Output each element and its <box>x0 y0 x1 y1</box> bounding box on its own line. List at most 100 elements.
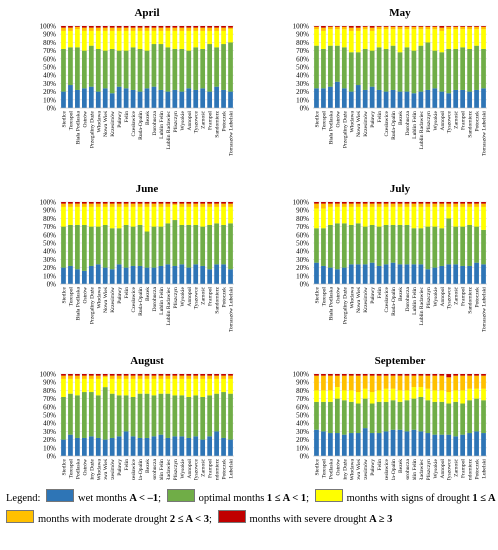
bar-segment <box>362 206 368 227</box>
bar-segment <box>186 224 192 268</box>
x-tick-label: Włodawa <box>96 110 102 132</box>
legend-line-1: Legend: wet months A < –1; optimal month… <box>6 488 498 509</box>
y-tick-label: 30% <box>296 80 309 88</box>
bar-segment <box>314 202 319 204</box>
x-tick-label: Wysokie <box>180 458 186 478</box>
bar-segment <box>334 203 340 207</box>
y-tick-label: 100% <box>40 199 57 207</box>
bar-segment <box>179 375 185 379</box>
x-tick-label: Lublin Radawiec <box>166 458 172 480</box>
bar-segment <box>144 267 150 284</box>
bar-segment <box>144 88 150 108</box>
bar-segment <box>221 264 226 284</box>
bar-segment <box>214 86 219 108</box>
bar-segment <box>481 206 486 230</box>
bar-segment <box>123 206 129 225</box>
bar-segment <box>151 203 157 207</box>
bar-segment <box>383 48 389 92</box>
x-tick-label: Nowa Wieś <box>356 287 362 313</box>
bar-segment <box>75 206 80 225</box>
bar-segment <box>467 374 472 376</box>
x-tick-label: Puławy <box>370 111 376 128</box>
bar-segment <box>200 375 206 379</box>
bar-segment <box>88 86 94 108</box>
bar-segment <box>453 206 459 227</box>
bar-segment <box>75 26 80 30</box>
x-tick-label: Czesławice <box>384 458 390 480</box>
y-tick-label: 70% <box>296 395 309 403</box>
x-tick-label: Włodawa <box>349 110 355 132</box>
y-tick-label: 80% <box>296 215 309 223</box>
bar-segment <box>102 377 108 388</box>
bar-segment <box>172 205 178 221</box>
bar-segment <box>172 436 178 456</box>
bar-segment <box>102 26 108 28</box>
bar-segment <box>411 387 417 399</box>
bar-segment <box>321 390 326 402</box>
bar-segment <box>453 89 459 108</box>
bar-segment <box>376 206 382 227</box>
bar-segment <box>453 26 459 27</box>
bar-segment <box>474 431 479 456</box>
bar-segment <box>481 26 486 30</box>
bar-segment <box>123 26 129 28</box>
y-tick-label: 10% <box>43 96 56 104</box>
bar-segment <box>411 429 417 456</box>
bar-segment <box>390 203 396 207</box>
x-tick-label: Krzesimów <box>110 110 116 137</box>
bar-segment <box>432 88 438 108</box>
bar-segment <box>61 91 66 108</box>
bar-segment <box>207 224 213 270</box>
bar-segment <box>376 265 382 284</box>
bar-segment <box>144 374 150 376</box>
bar-segment <box>68 224 73 266</box>
bar-segment <box>68 265 73 284</box>
bar-segment <box>102 224 108 268</box>
y-tick-label: 90% <box>296 31 309 39</box>
bar-segment <box>68 85 73 108</box>
x-tick-label: Potoczek <box>222 459 228 480</box>
bar-segment <box>88 226 94 266</box>
bar-segment <box>334 29 340 46</box>
x-tick-label: Felin <box>124 459 130 471</box>
bar-segment <box>439 375 445 391</box>
bar-segment <box>221 26 226 28</box>
bar-segment <box>228 378 233 394</box>
bar-segment <box>411 228 417 265</box>
bar-segment <box>61 202 66 204</box>
bar-segment <box>453 48 459 90</box>
bar-segment <box>481 433 486 456</box>
y-tick-label: 50% <box>296 240 309 248</box>
bar-segment <box>179 264 185 284</box>
bar-segment <box>200 265 206 284</box>
bar-segment <box>446 377 452 393</box>
bar-segment <box>109 206 115 229</box>
bar-segment <box>193 26 199 28</box>
bar-segment <box>453 390 459 402</box>
bar-segment <box>397 401 403 430</box>
bar-segment <box>404 47 410 92</box>
bar-segment <box>137 48 143 92</box>
bar-segment <box>186 206 192 225</box>
bar-segment <box>328 375 333 391</box>
bar-segment <box>425 206 431 227</box>
x-tick-label: Przegaliny Duże <box>89 458 95 480</box>
bar-segment <box>383 224 389 265</box>
x-tick-label: Terespol <box>68 459 74 479</box>
bar-segment <box>390 388 396 401</box>
bar-segment <box>109 202 115 204</box>
y-tick-label: 20% <box>296 264 309 272</box>
bar-segment <box>481 264 486 284</box>
bar-segment <box>383 264 389 284</box>
bar-segment <box>314 374 319 376</box>
bar-segment <box>95 27 101 31</box>
x-tick-label: Tyszowce <box>194 458 200 480</box>
x-tick-label: Annopol <box>187 111 193 131</box>
bar-segment <box>348 26 354 28</box>
bar-segment <box>397 374 403 376</box>
bar-segment <box>432 206 438 227</box>
bar-segment <box>341 390 347 401</box>
bar-segment <box>228 29 233 43</box>
legend-title: Legend: <box>6 493 41 504</box>
x-tick-label: Czesławice <box>384 110 390 136</box>
